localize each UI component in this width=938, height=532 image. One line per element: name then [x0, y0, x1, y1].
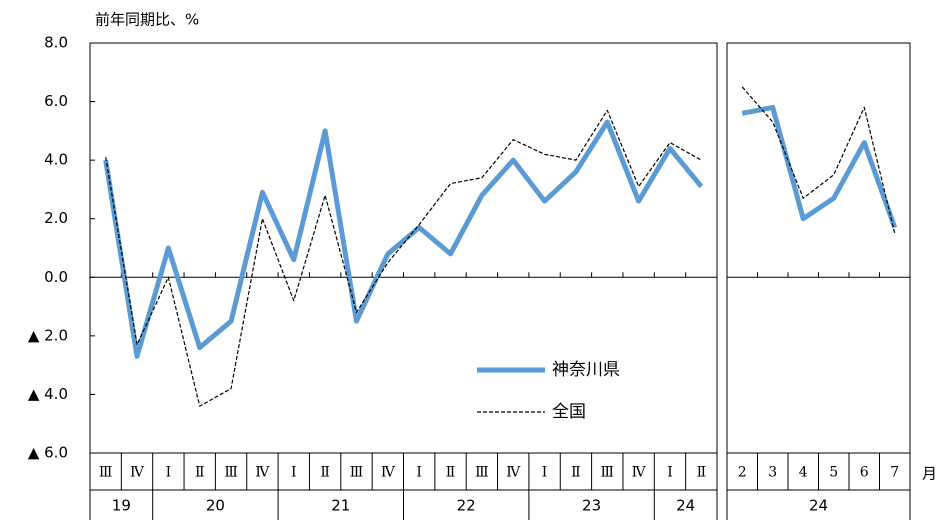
x-tick-label: Ⅰ	[291, 465, 297, 481]
x-group-label: 24	[676, 497, 695, 515]
x-tick-label: Ⅱ	[697, 465, 707, 481]
series-line	[103, 119, 704, 359]
x-group-label: 23	[582, 497, 601, 515]
legend-label: 神奈川県	[552, 360, 620, 380]
x-tick-label: Ⅱ	[320, 465, 330, 481]
y-axis-label: 前年同期比、%	[95, 11, 199, 29]
y-tick-label: 2.0	[44, 209, 68, 227]
x-tick-label: 4	[799, 465, 808, 481]
y-tick-label: ▲ 2.0	[28, 326, 68, 344]
x-tick-label: Ⅱ	[195, 465, 205, 481]
x-tick-label: 7	[890, 465, 899, 481]
x-group-label: 24	[809, 497, 828, 515]
x-tick-label: Ⅳ	[506, 465, 521, 481]
legend-label: 全国	[552, 402, 586, 422]
y-tick-label: 8.0	[44, 34, 68, 52]
x-group-label: 20	[206, 497, 225, 515]
x-tick-label: Ⅱ	[446, 465, 456, 481]
x-tick-label: 2	[738, 465, 747, 481]
x-group-label: 22	[457, 497, 476, 515]
series-line	[105, 109, 702, 407]
x-tick-label: Ⅱ	[571, 465, 581, 481]
x-axis-label: 月	[922, 465, 937, 483]
x-tick-label: 6	[860, 465, 869, 481]
plot-frame	[726, 42, 911, 454]
y-tick-label: 4.0	[44, 151, 68, 169]
x-group-label: 19	[112, 497, 131, 515]
x-tick-label: Ⅳ	[130, 465, 145, 481]
x-tick-label: Ⅳ	[632, 465, 647, 481]
y-tick-label: ▲ 4.0	[28, 385, 68, 403]
x-tick-label: Ⅰ	[166, 465, 172, 481]
x-tick-label: Ⅳ	[255, 465, 270, 481]
y-tick-label: 0.0	[44, 268, 68, 286]
x-tick-label: 5	[829, 465, 838, 481]
x-tick-label: Ⅰ	[416, 465, 422, 481]
y-tick-label: ▲ 6.0	[28, 444, 68, 462]
plot-frame	[89, 42, 718, 454]
x-tick-label: Ⅲ	[350, 465, 364, 481]
x-tick-label: Ⅲ	[224, 465, 238, 481]
x-tick-label: Ⅰ	[542, 465, 548, 481]
x-tick-label: Ⅰ	[667, 465, 673, 481]
x-group-label: 21	[331, 497, 350, 515]
x-tick-label: Ⅲ	[475, 465, 489, 481]
x-tick-label: 3	[768, 465, 777, 481]
x-tick-label: Ⅳ	[381, 465, 396, 481]
x-tick-label: Ⅲ	[99, 465, 113, 481]
series-line	[741, 86, 896, 234]
y-tick-label: 6.0	[44, 92, 68, 110]
series-line	[741, 104, 898, 229]
x-tick-label: Ⅲ	[601, 465, 615, 481]
